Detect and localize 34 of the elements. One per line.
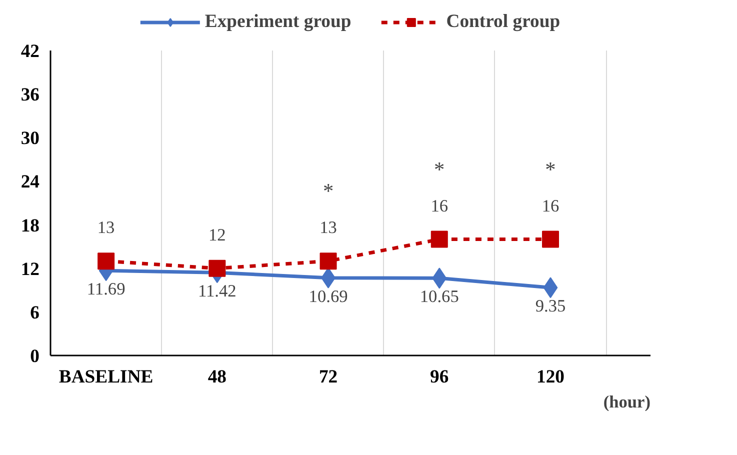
annotation: * xyxy=(545,157,556,182)
y-tick-label: 0 xyxy=(30,346,40,367)
data-label: 9.35 xyxy=(535,296,566,316)
data-label: 11.42 xyxy=(198,282,236,301)
y-tick-label: 18 xyxy=(20,215,40,236)
data-label: 13 xyxy=(97,218,115,238)
point xyxy=(208,260,226,277)
x-tick-label: BASELINE xyxy=(58,366,154,388)
y-tick-label: 30 xyxy=(20,128,40,150)
y-tick-label: 36 xyxy=(20,84,40,106)
y-tick-label: 12 xyxy=(20,258,40,280)
data-label: 13 xyxy=(320,218,337,238)
data-label: 12 xyxy=(208,225,226,244)
x-axis-title: (hour) xyxy=(603,392,651,412)
data-label: 16 xyxy=(430,196,448,216)
y-tick-label: 24 xyxy=(20,172,40,193)
x-tick-label: 48 xyxy=(208,366,226,388)
x-tick-label: 96 xyxy=(430,366,449,388)
annotation: * xyxy=(434,157,445,182)
data-label: 16 xyxy=(542,196,560,216)
point xyxy=(98,252,115,270)
data-label: 10.69 xyxy=(308,286,348,306)
y-tick-label: 6 xyxy=(30,302,40,324)
data-label: 10.65 xyxy=(420,287,459,306)
point xyxy=(320,252,337,270)
point xyxy=(430,230,448,248)
annotation: * xyxy=(322,179,334,204)
data-label: 11.69 xyxy=(86,280,126,299)
legend-label: Experiment group xyxy=(204,11,352,33)
x-tick-label: 120 xyxy=(536,366,564,388)
point xyxy=(542,230,559,248)
y-tick-label: 42 xyxy=(20,41,40,62)
legend-label: Control group xyxy=(446,11,560,33)
x-tick-label: 72 xyxy=(318,366,338,388)
